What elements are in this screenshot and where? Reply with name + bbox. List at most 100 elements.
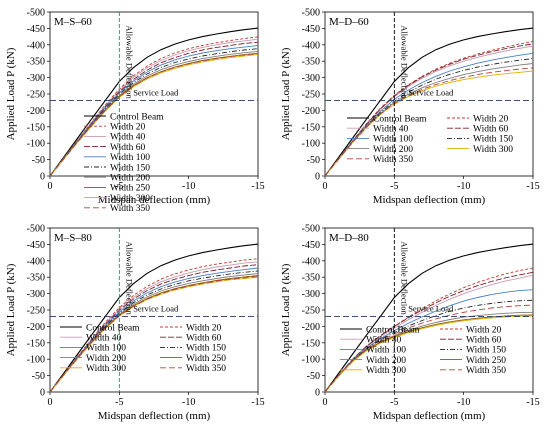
- y-tick-label: -150: [302, 122, 320, 133]
- legend-label-w300: Width 300: [366, 366, 406, 376]
- y-tick-label: -450: [27, 24, 45, 35]
- y-tick-label: -200: [27, 322, 45, 333]
- y-tick-label: -100: [302, 139, 320, 150]
- service-load-label: Service Load: [408, 304, 454, 314]
- series-line-w100: [49, 45, 259, 177]
- y-tick-label: -100: [302, 355, 320, 366]
- allowable-deflection-label: Allowable Deflection: [124, 241, 134, 315]
- y-tick-label: -50: [32, 371, 45, 382]
- series-line-w150: [49, 270, 259, 393]
- legend-label-w200: Width 200: [366, 356, 406, 366]
- legend-label-w100: Width 100: [86, 344, 126, 354]
- legend-label-w350: Width 350: [110, 204, 150, 214]
- y-tick-label: 0: [40, 388, 45, 399]
- legend-label-w20: Width 20: [186, 323, 221, 333]
- series-line-w250: [49, 275, 259, 393]
- series-line-w200: [49, 273, 259, 393]
- y-tick-label: -500: [302, 8, 320, 19]
- y-tick-label: -150: [302, 338, 320, 349]
- series-line-w60: [49, 264, 259, 393]
- y-tick-label: 0: [315, 388, 320, 399]
- legend-label-w350: Width 350: [373, 155, 413, 165]
- legend-label-w60: Width 60: [473, 125, 508, 135]
- x-tick-label: -5: [390, 181, 398, 192]
- x-axis-title: Midspan deflection (mm): [373, 194, 486, 206]
- legend-label-w100: Width 100: [373, 135, 413, 145]
- y-tick-label: -250: [27, 306, 45, 317]
- service-load-label: Service Load: [133, 304, 179, 314]
- legend-label-w60: Width 60: [110, 143, 145, 153]
- legend-label-w200: Width 200: [86, 354, 126, 364]
- legend-label-w250: Width 250: [186, 354, 226, 364]
- legend-label-w40: Width 40: [86, 334, 121, 344]
- panel-title: M–S–60: [54, 16, 92, 28]
- series-line-w350: [324, 304, 534, 393]
- series-line-w150: [324, 299, 534, 393]
- allowable-deflection-label: Allowable Deflection: [124, 25, 134, 99]
- service-load-label: Service Load: [408, 88, 454, 98]
- y-tick-label: -50: [307, 155, 320, 166]
- y-tick-label: -350: [27, 57, 45, 68]
- y-tick-label: -300: [302, 73, 320, 84]
- x-tick-label: -15: [526, 181, 539, 192]
- y-tick-label: -450: [27, 240, 45, 251]
- x-tick-label: -5: [390, 397, 398, 408]
- chart-panel-4: 0-50-100-150-200-250-300-350-400-450-500…: [280, 224, 540, 423]
- series-line-w350: [49, 276, 259, 393]
- y-tick-label: -200: [302, 106, 320, 117]
- y-tick-label: -500: [302, 224, 320, 235]
- series-line-w60: [324, 43, 534, 177]
- legend-label-w20: Width 20: [473, 114, 508, 124]
- x-tick-label: -5: [115, 397, 123, 408]
- series-line-control: [324, 243, 534, 393]
- series-line-w60: [324, 271, 534, 393]
- x-tick-label: -15: [526, 397, 539, 408]
- x-tick-label: 0: [323, 181, 328, 192]
- x-tick-label: 0: [323, 397, 328, 408]
- panel-title: M–D–80: [329, 232, 369, 244]
- y-tick-label: -450: [302, 24, 320, 35]
- chart-panel-2: 0-50-100-150-200-250-300-350-400-450-500…: [280, 8, 540, 207]
- y-tick-label: -350: [302, 273, 320, 284]
- series-line-w350: [324, 67, 534, 177]
- y-tick-label: -50: [32, 155, 45, 166]
- y-axis-title: Applied Load P (kN): [280, 47, 292, 140]
- x-tick-label: -10: [457, 397, 470, 408]
- y-tick-label: -100: [27, 355, 45, 366]
- x-tick-label: 0: [48, 181, 53, 192]
- chart-panel-1: 0-50-100-150-200-250-300-350-400-450-500…: [5, 8, 265, 215]
- legend-label-w150: Width 150: [110, 163, 150, 173]
- x-axis-title: Midspan deflection (mm): [98, 194, 211, 206]
- legend-label-control: Control Beam: [366, 325, 420, 335]
- y-tick-label: -250: [302, 306, 320, 317]
- y-tick-label: -400: [27, 256, 45, 267]
- x-tick-label: -15: [251, 181, 264, 192]
- series-line-w300: [324, 315, 534, 393]
- series-line-w300: [324, 70, 534, 177]
- legend-label-w250: Width 250: [466, 356, 506, 366]
- x-axis-title: Midspan deflection (mm): [98, 410, 211, 422]
- y-tick-label: -300: [27, 73, 45, 84]
- chart-panel-3: 0-50-100-150-200-250-300-350-400-450-500…: [5, 224, 265, 423]
- legend-label-w40: Width 40: [110, 133, 145, 143]
- legend-label-w250: Width 250: [110, 184, 150, 194]
- legend-label-w150: Width 150: [186, 344, 226, 354]
- y-tick-label: -500: [27, 224, 45, 235]
- y-axis-title: Applied Load P (kN): [280, 263, 292, 356]
- series-line-w40: [49, 38, 259, 177]
- y-tick-label: -100: [27, 139, 45, 150]
- legend-label-control: Control Beam: [110, 112, 164, 122]
- series-line-w20: [324, 41, 534, 177]
- y-tick-label: 0: [40, 172, 45, 183]
- legend-label-w100: Width 100: [366, 346, 406, 356]
- x-tick-label: -5: [115, 181, 123, 192]
- y-axis-title: Applied Load P (kN): [5, 47, 17, 140]
- service-load-label: Service Load: [133, 88, 179, 98]
- legend-label-w350: Width 350: [186, 364, 226, 374]
- legend-label-w150: Width 150: [466, 346, 506, 356]
- y-tick-label: -450: [302, 240, 320, 251]
- x-tick-label: -10: [182, 397, 195, 408]
